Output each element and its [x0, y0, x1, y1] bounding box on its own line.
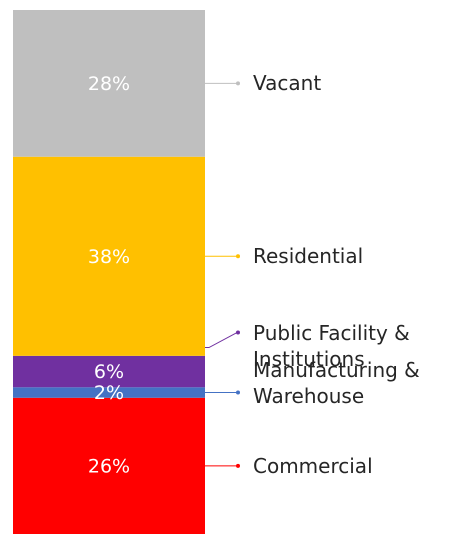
data-label: 2%	[94, 382, 124, 404]
legend-label: Public Facility & Institutions	[253, 320, 410, 371]
bar-segment	[13, 387, 205, 398]
leader-dot	[236, 330, 240, 335]
bar-segment	[13, 10, 205, 157]
data-label: 38%	[88, 246, 130, 268]
leader-dot	[236, 463, 240, 468]
leader-dot	[236, 390, 240, 395]
bar-segment	[13, 355, 205, 388]
legend-label: Manufacturing & Warehouse	[253, 357, 420, 408]
legend-label: Vacant	[253, 71, 322, 96]
bar-segment	[13, 397, 205, 534]
legend-label: Residential	[253, 244, 364, 269]
leader-dot	[236, 254, 240, 259]
data-label: 28%	[88, 73, 130, 95]
leader-line	[205, 332, 238, 349]
legend-label: Commercial	[253, 453, 373, 478]
data-label: 26%	[88, 455, 130, 477]
data-label: 6%	[94, 361, 124, 383]
bar-segment	[13, 156, 205, 356]
leader-dot	[236, 81, 240, 86]
